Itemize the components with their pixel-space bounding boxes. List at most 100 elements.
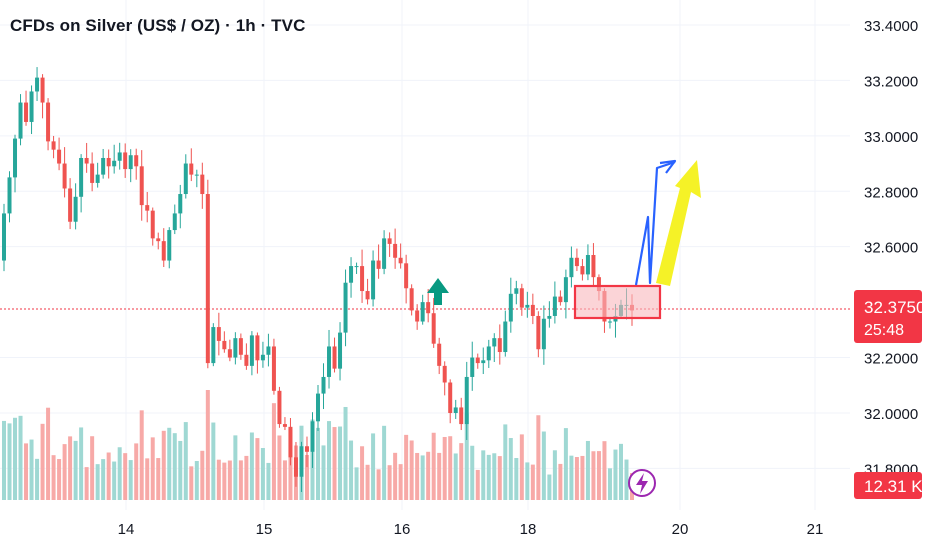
candle-body: [8, 177, 12, 213]
candle-body: [322, 377, 326, 394]
volume-bar: [316, 428, 320, 500]
volume-bar: [145, 458, 149, 500]
candle-body: [217, 327, 221, 341]
candle-body: [96, 175, 100, 183]
volume-bar: [107, 453, 111, 500]
volume-bar: [415, 453, 419, 500]
candle-body: [360, 266, 364, 291]
candle-body: [277, 391, 281, 424]
volume-bar: [547, 475, 551, 500]
volume-bar: [437, 453, 441, 500]
volume-bar: [162, 431, 166, 500]
candle-body: [514, 288, 518, 294]
candle-body: [228, 349, 232, 357]
volume-bar: [393, 453, 397, 500]
volume-bar: [355, 467, 359, 500]
x-tick-label: 16: [394, 521, 411, 538]
candle-body: [520, 288, 524, 307]
volume-bar: [85, 467, 89, 500]
volume-bar: [558, 464, 562, 500]
y-tick-label: 32.0000: [864, 406, 918, 423]
volume-bar: [68, 436, 72, 500]
y-axis: 33.400033.200033.000032.800032.600032.20…: [864, 18, 918, 478]
lightning-icon[interactable]: [629, 470, 655, 496]
candle-body: [35, 78, 39, 92]
candle-body: [399, 258, 403, 264]
volume-bar: [8, 423, 12, 500]
volume-bar: [520, 434, 524, 500]
volume-bar: [338, 427, 342, 500]
candle-body: [46, 103, 50, 142]
candle-body: [542, 319, 546, 349]
volume-bar: [498, 456, 502, 500]
price-tag: 32.3750 25:48: [854, 290, 925, 343]
candle-body: [123, 152, 127, 169]
candle-body: [189, 164, 193, 175]
volume-bar: [200, 451, 204, 500]
y-tick-label: 32.2000: [864, 351, 918, 368]
volume-bar: [481, 450, 485, 500]
candle-body: [233, 338, 237, 357]
volume-bar: [569, 456, 573, 500]
candle-body: [476, 358, 480, 364]
volume-bar: [327, 421, 331, 500]
candle-body: [547, 316, 551, 319]
candle-body: [239, 338, 243, 355]
yellow-target-arrow[interactable]: [656, 160, 701, 286]
candle-body: [349, 266, 353, 283]
volume-bar: [46, 408, 50, 500]
volume-bar: [184, 422, 188, 500]
volume-bar: [167, 428, 171, 500]
volume-bar: [366, 465, 370, 500]
price-tag-value: 32.3750: [864, 298, 925, 317]
volume-bar: [255, 438, 259, 500]
candle-body: [366, 291, 370, 299]
volume-bar: [382, 426, 386, 500]
volume-bar: [206, 390, 210, 500]
candle-body: [558, 297, 562, 303]
volume-bar: [564, 428, 568, 500]
y-tick-label: 33.0000: [864, 129, 918, 146]
candle-body: [24, 103, 28, 122]
candle-body: [481, 360, 485, 363]
volume-bar: [454, 453, 458, 500]
candle-body: [79, 158, 83, 197]
volume-bar: [90, 436, 94, 500]
candle-body: [107, 158, 111, 166]
candle-body: [421, 302, 425, 321]
volume-bar: [371, 433, 375, 500]
volume-bar: [349, 441, 353, 500]
volume-bar: [134, 443, 138, 500]
candle-body: [586, 255, 590, 274]
volume-bar: [211, 423, 215, 500]
volume-bar: [266, 463, 270, 500]
volume-bar: [426, 452, 430, 500]
candle-body: [487, 346, 491, 360]
candle-body: [564, 277, 568, 302]
volume-bar: [360, 446, 364, 500]
volume-bar: [52, 455, 56, 500]
candle-body: [355, 266, 359, 267]
volume-bar: [602, 441, 606, 500]
volume-bar: [421, 455, 425, 500]
y-tick-label: 32.8000: [864, 184, 918, 201]
volume-bar: [13, 418, 17, 500]
chart-title: CFDs on Silver (US$ / OZ) · 1h · TVC: [10, 16, 305, 36]
volume-bar: [189, 466, 193, 500]
candle-body: [316, 394, 320, 422]
volume-bar: [173, 433, 177, 500]
price-tag-countdown: 25:48: [864, 322, 904, 339]
volume-bar: [591, 451, 595, 500]
volume-bar: [178, 441, 182, 500]
grid: [0, 0, 850, 510]
x-tick-label: 18: [520, 521, 537, 538]
support-resistance-box[interactable]: [575, 286, 660, 318]
candle-body: [377, 261, 381, 269]
candle-body: [68, 188, 72, 221]
candle-body: [206, 194, 210, 363]
candle-body: [498, 338, 502, 352]
candle-body: [426, 302, 430, 313]
volume-bar: [57, 459, 61, 500]
y-tick-label: 33.2000: [864, 73, 918, 90]
candle-body: [443, 366, 447, 383]
